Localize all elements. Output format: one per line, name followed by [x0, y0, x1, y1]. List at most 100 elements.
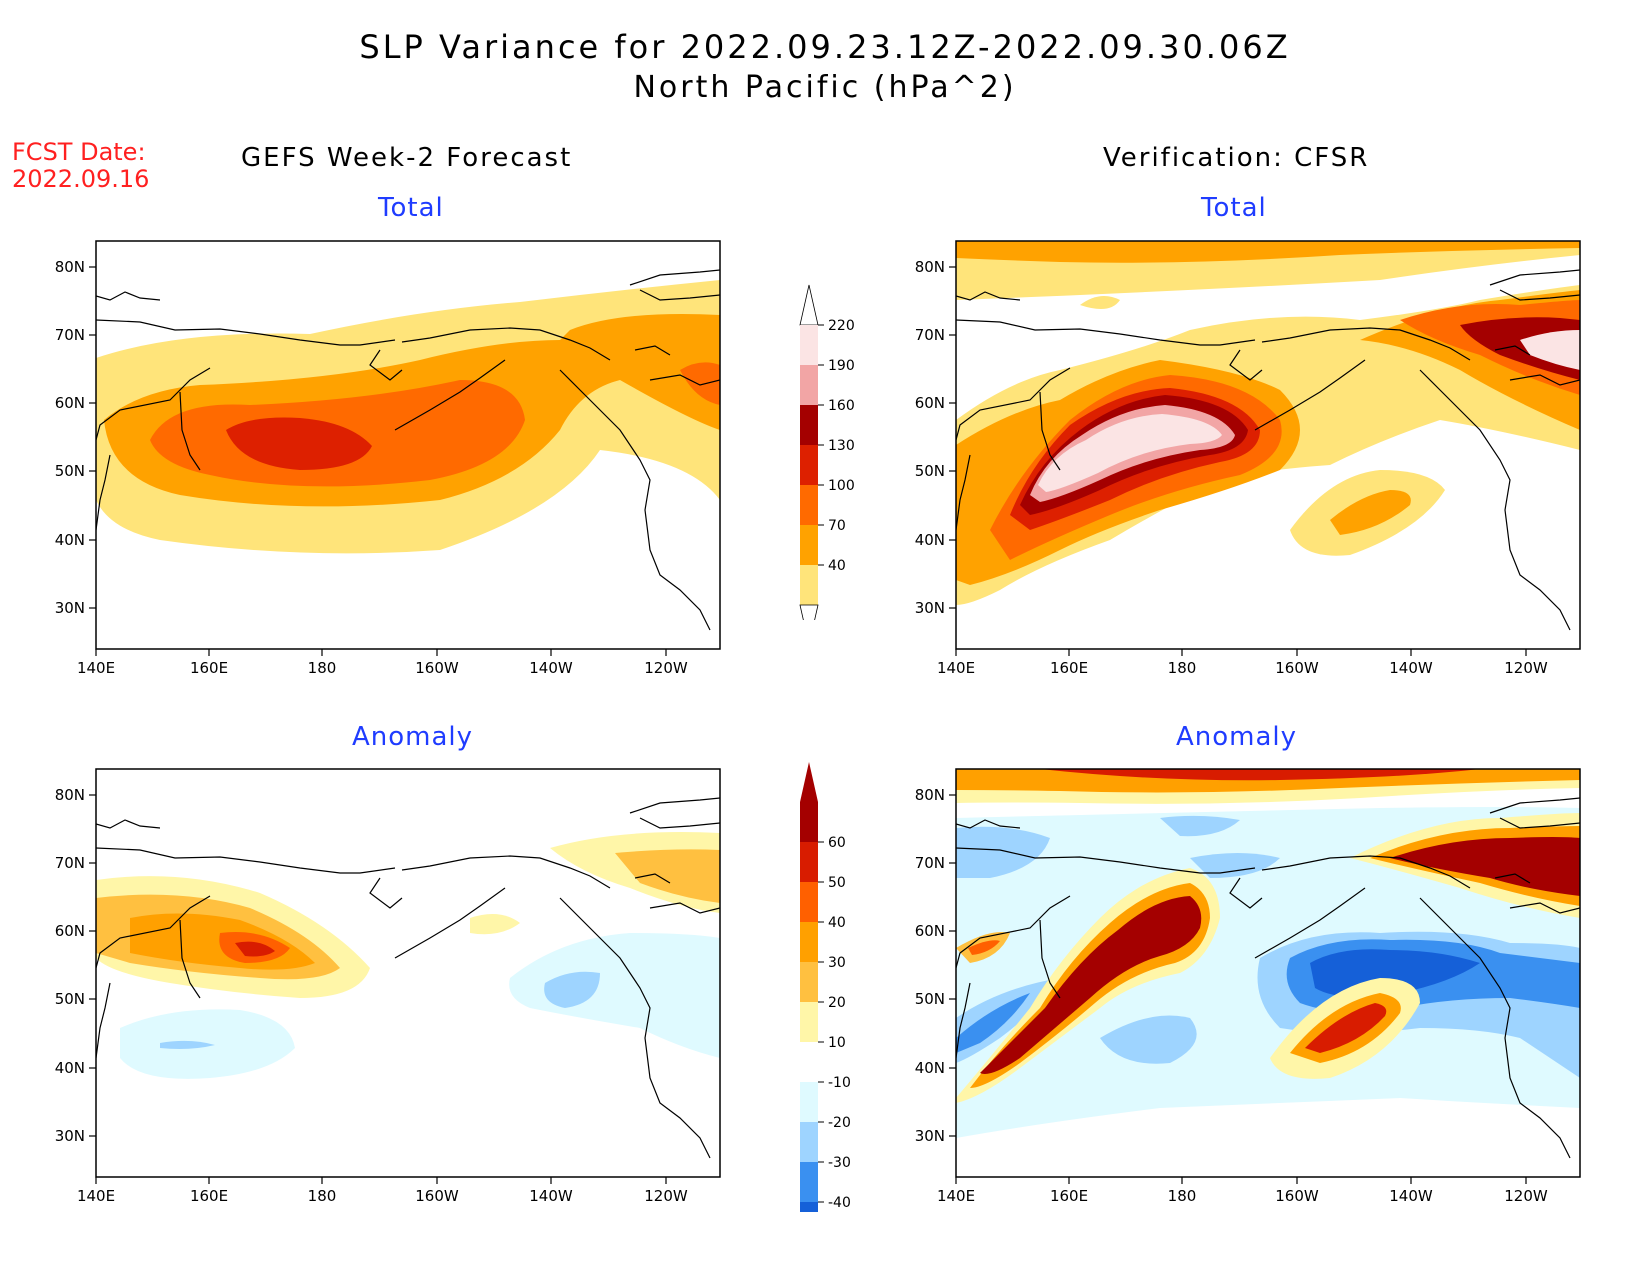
axis-ticks-cfsr-anomaly: 140E 160E 180 160W 140W 120W 80N 70N 60N 50N 40N 30…: [915, 786, 1548, 1205]
colorbar-swatch: [800, 405, 818, 445]
colorbar-bottom-triangle: [799, 604, 819, 620]
anomaly-neg20-west: [956, 978, 1060, 1063]
lat-tick-label: 40N: [915, 1059, 945, 1077]
colorbar-label: 220: [828, 318, 855, 334]
lat-tick-label: 70N: [915, 854, 945, 872]
colorbar-total: 220 190 160 130 100 70 40: [799, 284, 855, 620]
coastline-lines: [96, 797, 720, 1159]
coastline-lines: [956, 269, 1580, 631]
colorbar-label: -40: [828, 1195, 851, 1211]
lon-tick-label: 140E: [937, 1187, 975, 1205]
colorbar-swatch: [800, 1082, 818, 1122]
gefs-total-map: 140E 160E 180 160W 140W 120W 80N 70N 60N 50N 40N 30…: [55, 240, 721, 677]
colorbar-anomaly: 60 50 40 30 20 10 -10 -20 -30 -40: [800, 762, 851, 1212]
axis-ticks-gefs-anomaly: 140E 160E 180 160W 140W 120W 80N 70N 60N 50N 40N 30…: [55, 786, 688, 1205]
lon-tick-label: 120W: [644, 1187, 688, 1205]
lon-tick-label: 160E: [1050, 659, 1088, 677]
colorbar-swatch: [800, 1042, 818, 1082]
fcst-date-label: FCST Date:: [12, 138, 146, 166]
axis-ticks-cfsr-total: 140E 160E 180 160W 140W 120W 80N 70N 60N 50N 40N 30…: [915, 258, 1548, 677]
anomaly-20-northeast: [615, 849, 720, 903]
anomaly-neg20-south: [1100, 1015, 1197, 1064]
lat-tick-label: 70N: [55, 326, 85, 344]
anomaly-neg20-nw: [956, 826, 1050, 878]
lat-tick-label: 80N: [55, 258, 85, 276]
variance-40-patch: [1080, 296, 1120, 309]
lat-tick-label: 80N: [915, 786, 945, 804]
gefs-anomaly-map: 140E 160E 180 160W 140W 120W 80N 70N 60N 50N 40N 30…: [55, 768, 721, 1205]
colorbar-label: 50: [828, 875, 846, 891]
axis-ticks-gefs-total: 140E 160E 180 160W 140W 120W 80N 70N 60N 50N 40N 30…: [55, 258, 688, 677]
lon-tick-label: 180: [1168, 659, 1197, 677]
lat-tick-label: 40N: [915, 531, 945, 549]
colorbar-swatch: [800, 1122, 818, 1162]
lat-tick-label: 50N: [55, 462, 85, 480]
gefs-column-title: GEFS Week-2 Forecast: [241, 143, 573, 173]
lat-tick-label: 60N: [55, 922, 85, 940]
lat-tick-label: 60N: [55, 394, 85, 412]
coastline-lines: [96, 269, 720, 631]
gefs-anomaly-label: Anomaly: [352, 722, 474, 752]
lon-tick-label: 140E: [77, 1187, 115, 1205]
lon-tick-label: 140W: [1389, 659, 1433, 677]
colorbar-swatch: [800, 445, 818, 485]
lon-tick-label: 140E: [937, 659, 975, 677]
anomaly-neg20-east: [544, 971, 600, 1008]
colorbar-label: 190: [828, 358, 855, 374]
colorbar-swatch: [800, 325, 818, 365]
colorbar-label: 130: [828, 438, 855, 454]
lon-tick-label: 160W: [1275, 1187, 1319, 1205]
lon-tick-label: 120W: [644, 659, 688, 677]
anomaly-neg40-center: [1310, 949, 1480, 997]
chart-title: SLP Variance for 2022.09.23.12Z-2022.09.…: [359, 28, 1291, 66]
colorbar-label: 10: [828, 1035, 846, 1051]
variance-100-contour-east: [680, 362, 720, 405]
variance-220-ne: [1520, 330, 1580, 370]
anomaly-neg10-east: [509, 933, 720, 1058]
fcst-date-value: 2022.09.16: [12, 165, 150, 193]
lat-tick-label: 30N: [915, 1127, 945, 1145]
colorbar-label: -30: [828, 1155, 851, 1171]
lon-tick-label: 160W: [1275, 659, 1319, 677]
colorbar-swatch: [800, 922, 818, 962]
colorbar-label: 20: [828, 995, 846, 1011]
lon-tick-label: 160W: [415, 659, 459, 677]
lat-tick-label: 60N: [915, 394, 945, 412]
colorbar-swatch: [800, 525, 818, 565]
lon-tick-label: 160W: [415, 1187, 459, 1205]
anomaly-50-se: [1305, 1003, 1387, 1053]
colorbar-top-triangle: [799, 284, 819, 326]
cfsr-column-title: Verification: CFSR: [1103, 143, 1370, 173]
lat-tick-label: 40N: [55, 1059, 85, 1077]
anomaly-50-band-north: [1040, 769, 1480, 781]
anomaly-60-ne: [1390, 837, 1580, 896]
lat-tick-label: 30N: [55, 1127, 85, 1145]
gefs-total-label: Total: [378, 193, 444, 223]
colorbar-swatch: [800, 1162, 818, 1202]
lon-tick-label: 160E: [190, 1187, 228, 1205]
colorbar-swatch: [800, 1002, 818, 1042]
lon-tick-label: 120W: [1504, 659, 1548, 677]
lon-tick-label: 160E: [190, 659, 228, 677]
anomaly-60-main: [980, 896, 1202, 1074]
anomaly-neg20-north: [1160, 815, 1240, 837]
lat-tick-label: 80N: [915, 258, 945, 276]
lon-tick-label: 140W: [529, 659, 573, 677]
lat-tick-label: 30N: [55, 599, 85, 617]
colorbar-swatch: [800, 802, 818, 842]
lat-tick-label: 70N: [55, 854, 85, 872]
lon-tick-label: 160E: [1050, 1187, 1088, 1205]
variance-70-southeast: [1330, 490, 1411, 535]
colorbar-label: 160: [828, 398, 855, 414]
coastline-lines: [956, 797, 1580, 1159]
colorbar-top-triangle: [800, 762, 818, 802]
cfsr-anomaly-label: Anomaly: [1176, 722, 1298, 752]
anomaly-neg20-west: [160, 1040, 215, 1049]
anomaly-50-core: [235, 941, 275, 957]
lon-tick-label: 140W: [1389, 1187, 1433, 1205]
lat-tick-label: 50N: [915, 462, 945, 480]
colorbar-swatch: [800, 1202, 818, 1212]
lon-tick-label: 180: [1168, 1187, 1197, 1205]
anomaly-neg20-mid: [1190, 853, 1280, 878]
anomaly-10-mid: [470, 914, 520, 935]
